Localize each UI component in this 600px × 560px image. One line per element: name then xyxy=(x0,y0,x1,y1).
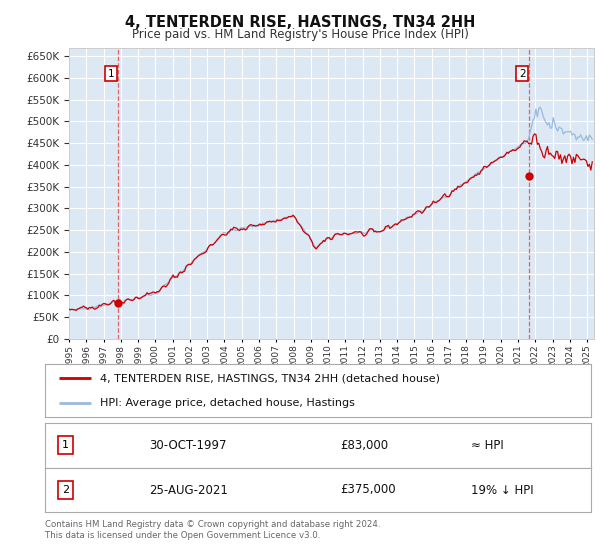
Text: £375,000: £375,000 xyxy=(340,483,395,497)
Text: 4, TENTERDEN RISE, HASTINGS, TN34 2HH: 4, TENTERDEN RISE, HASTINGS, TN34 2HH xyxy=(125,15,475,30)
Text: 1: 1 xyxy=(62,440,69,450)
Text: ≈ HPI: ≈ HPI xyxy=(471,438,503,452)
Text: £83,000: £83,000 xyxy=(340,438,388,452)
Text: 1: 1 xyxy=(107,69,114,78)
Text: 2: 2 xyxy=(62,485,70,495)
Text: HPI: Average price, detached house, Hastings: HPI: Average price, detached house, Hast… xyxy=(100,398,355,408)
Text: Price paid vs. HM Land Registry's House Price Index (HPI): Price paid vs. HM Land Registry's House … xyxy=(131,28,469,41)
Text: Contains HM Land Registry data © Crown copyright and database right 2024.
This d: Contains HM Land Registry data © Crown c… xyxy=(45,520,380,540)
Text: 25-AUG-2021: 25-AUG-2021 xyxy=(149,483,227,497)
Text: 2: 2 xyxy=(519,69,526,78)
Text: 19% ↓ HPI: 19% ↓ HPI xyxy=(471,483,533,497)
Text: 4, TENTERDEN RISE, HASTINGS, TN34 2HH (detached house): 4, TENTERDEN RISE, HASTINGS, TN34 2HH (d… xyxy=(100,374,440,384)
Text: 30-OCT-1997: 30-OCT-1997 xyxy=(149,438,226,452)
